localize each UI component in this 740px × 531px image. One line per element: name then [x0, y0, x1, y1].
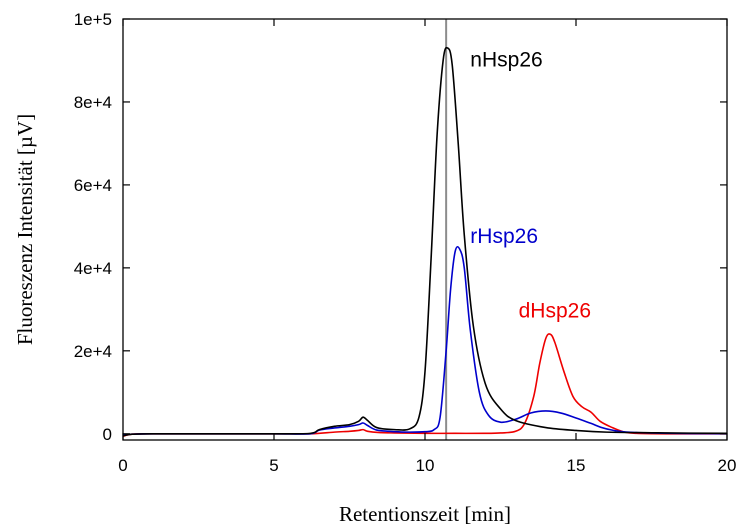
- y-tick-label: 0: [103, 425, 112, 444]
- x-tick-label: 20: [718, 456, 737, 475]
- y-tick-label: 6e+4: [74, 176, 112, 195]
- x-axis-label: Retentionszeit [min]: [339, 502, 511, 526]
- series-label-rHsp26: rHsp26: [470, 225, 538, 248]
- series-label-dHsp26: dHsp26: [519, 300, 591, 323]
- series-line-dHsp26: [122, 333, 728, 438]
- x-tick-label: 10: [416, 456, 435, 475]
- axis-ticks: 0 5 10 15 20 0 2e+4 4e+4 6e+4 8e+4 1e+5: [74, 10, 737, 475]
- x-tick-label: 5: [269, 456, 278, 475]
- x-tick-label: 15: [567, 456, 586, 475]
- x-tick-label: 0: [118, 456, 127, 475]
- y-tick-label: 2e+4: [74, 342, 112, 361]
- series-label-nHsp26: nHsp26: [470, 49, 542, 72]
- y-tick-label: 4e+4: [74, 259, 112, 278]
- plot-area: nHsp26 rHsp26 dHsp26: [122, 19, 728, 440]
- y-tick-label: 8e+4: [74, 93, 112, 112]
- series-line-nHsp26: [122, 46, 728, 437]
- y-tick-label: 1e+5: [74, 10, 112, 29]
- y-axis-label: Fluoreszenz Intensität [µV]: [13, 114, 37, 345]
